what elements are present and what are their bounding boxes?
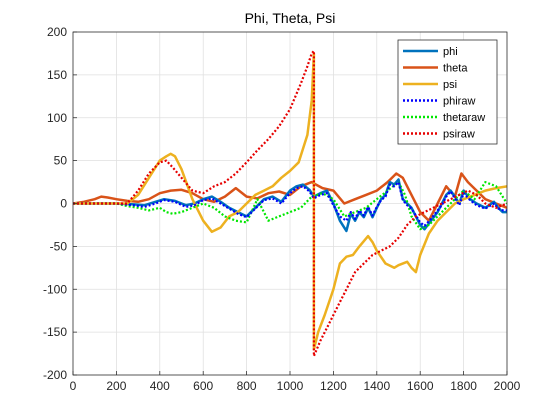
legend: phi theta psi phiraw thetaraw psiraw	[397, 39, 498, 145]
legend-label-psiraw: psiraw	[443, 129, 475, 141]
x-tick-label: 1600	[407, 379, 434, 393]
legend-box	[397, 39, 498, 145]
x-tick-label: 1200	[320, 379, 347, 393]
y-tick-label: 0	[60, 197, 67, 211]
y-tick-label: 200	[47, 25, 67, 39]
x-tick-label: 200	[106, 379, 126, 393]
series-line-thetaraw	[73, 181, 507, 231]
x-axis-ticks: 0 200 400 600 800 1000 1200 1400 1600 1800 2000	[70, 371, 521, 393]
series-line-phiraw	[73, 181, 507, 227]
legend-label-theta: theta	[443, 63, 468, 75]
y-tick-label: -150	[43, 325, 67, 339]
series-layer	[73, 49, 507, 358]
x-tick-label: 1800	[450, 379, 477, 393]
chart-title: Phi, Theta, Psi	[245, 10, 336, 26]
legend-label-phiraw: phiraw	[443, 96, 475, 108]
series-line-theta	[73, 172, 507, 222]
y-tick-label: -50	[50, 239, 68, 253]
legend-label-phi: phi	[443, 46, 458, 58]
x-tick-label: 0	[70, 379, 77, 393]
x-tick-label: 600	[193, 379, 213, 393]
x-tick-label: 400	[150, 379, 170, 393]
y-tick-label: -200	[43, 368, 67, 382]
y-tick-label: 150	[47, 68, 67, 82]
y-tick-label: 50	[54, 154, 68, 168]
y-tick-label: 100	[47, 111, 67, 125]
x-tick-label: 800	[237, 379, 257, 393]
y-axis-ticks: -200 -150 -100 -50 0 50 100 150 200	[43, 25, 77, 382]
x-tick-label: 1400	[363, 379, 390, 393]
x-tick-label: 1000	[277, 379, 304, 393]
legend-label-psi: psi	[443, 79, 457, 91]
x-tick-label: 2000	[494, 379, 521, 393]
legend-label-thetaraw: thetaraw	[443, 112, 485, 124]
y-tick-label: -100	[43, 282, 67, 296]
